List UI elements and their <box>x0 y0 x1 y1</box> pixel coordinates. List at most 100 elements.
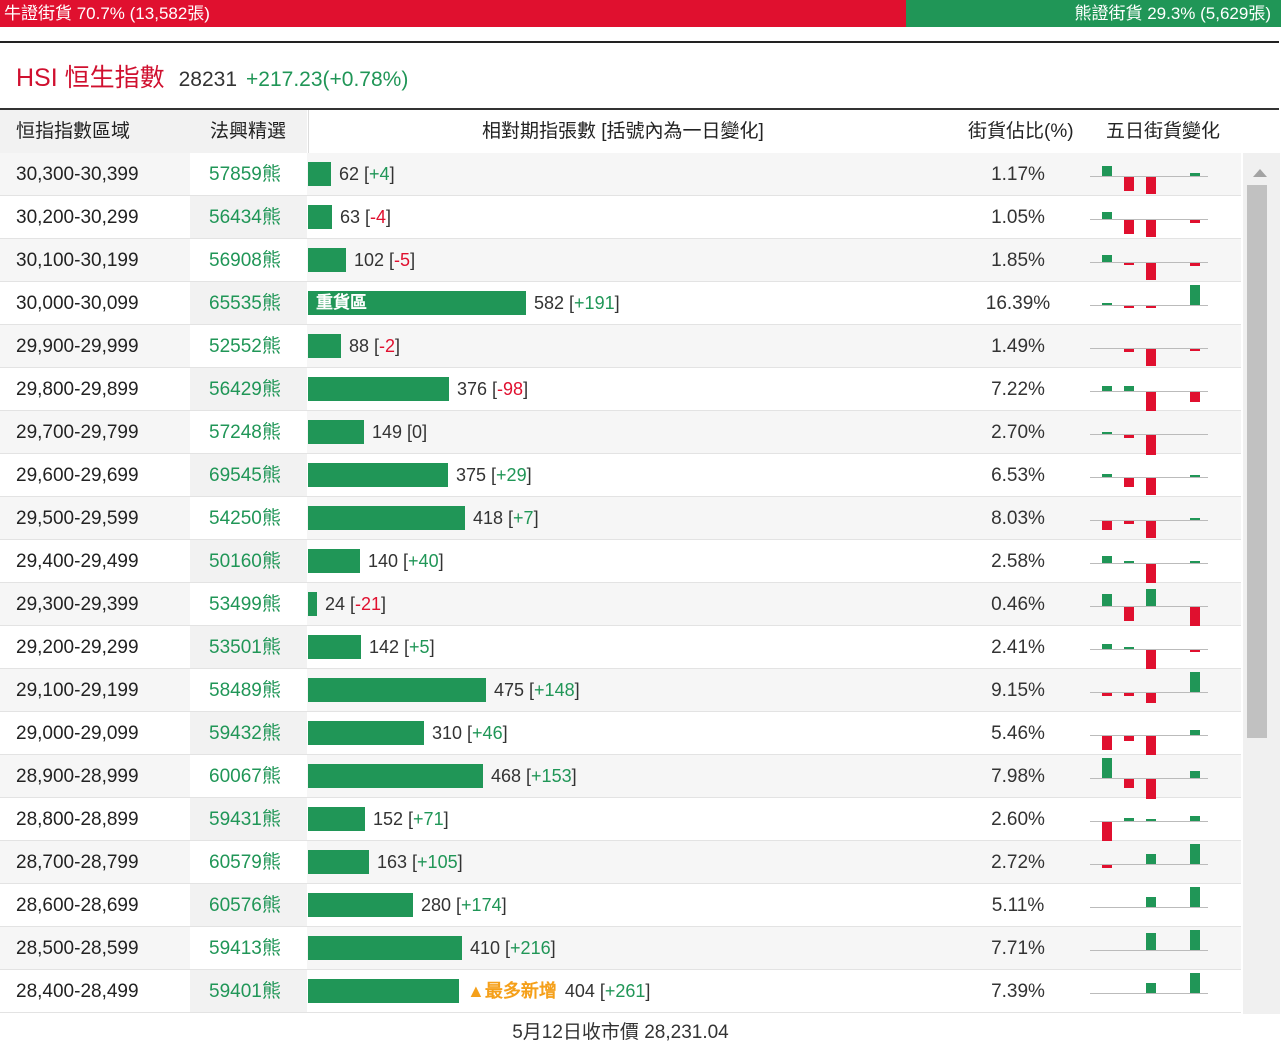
contracts-value-label: 280 [+174] <box>421 895 507 915</box>
contracts-cell: 63 [-4] <box>308 196 968 238</box>
table-row: 30,300-30,399 57859熊 62 [+4] 1.17% <box>0 153 1241 196</box>
warrant-code-link[interactable]: 53501熊 <box>190 626 307 668</box>
sparkline-bar <box>1146 779 1156 800</box>
contracts-cell: 410 [+216] <box>308 927 968 969</box>
range-cell: 29,000-29,099 <box>16 723 139 744</box>
warrant-code-link[interactable]: 60067熊 <box>190 755 307 797</box>
sparkline-bar <box>1190 172 1200 176</box>
daily-change: -5 <box>394 250 411 270</box>
warrant-code-link[interactable]: 53499熊 <box>190 583 307 625</box>
contracts-bar <box>308 334 341 358</box>
daily-change: +148 <box>534 680 575 700</box>
warrant-code-link[interactable]: 57859熊 <box>190 153 307 195</box>
contracts-bar <box>308 807 365 831</box>
contracts-value-label: 152 [+71] <box>373 809 449 829</box>
heavy-zone-label: 重貨區 <box>316 293 367 312</box>
scroll-up-icon[interactable] <box>1253 169 1267 177</box>
warrant-code-link[interactable]: 58489熊 <box>190 669 307 711</box>
share-percent-cell: 2.70% <box>991 422 1045 443</box>
contracts-bar <box>308 721 424 745</box>
sparkline-bar <box>1124 779 1134 788</box>
contracts-bar <box>308 463 448 487</box>
contracts-value-label: 142 [+5] <box>369 637 435 657</box>
contracts-cell: ▲最多新增 404 [+261] <box>308 970 968 1012</box>
contracts-bar <box>308 420 364 444</box>
five-day-sparkline <box>1090 927 1210 969</box>
table-header: 恒指指數區域 法興精選 相對期指張數 [括號內為一日變化] 街貨佔比(%) 五日… <box>0 110 1279 153</box>
warrant-code-link[interactable]: 59432熊 <box>190 712 307 754</box>
sparkline-bar <box>1190 220 1200 224</box>
table-row: 30,000-30,099 65535熊 重貨區 582 [+191] 16.39% <box>0 282 1241 325</box>
warrant-code-link[interactable]: 56434熊 <box>190 196 307 238</box>
sparkline-axis <box>1090 649 1208 650</box>
range-cell: 29,400-29,499 <box>16 551 139 572</box>
warrant-code-link[interactable]: 52552熊 <box>190 325 307 367</box>
sparkline-axis <box>1090 176 1208 177</box>
range-cell: 29,100-29,199 <box>16 680 139 701</box>
index-value: 28231 <box>178 68 238 91</box>
sparkline-bar <box>1190 771 1200 778</box>
five-day-sparkline <box>1090 583 1210 626</box>
warrant-code-link[interactable]: 65535熊 <box>190 282 307 324</box>
five-day-sparkline <box>1090 970 1210 1012</box>
table-row: 28,600-28,699 60576熊 280 [+174] 5.11% <box>0 884 1241 927</box>
sparkline-bar <box>1124 478 1134 487</box>
sparkline-axis <box>1090 434 1208 435</box>
sparkline-bar <box>1102 693 1112 697</box>
sparkline-bar <box>1190 475 1200 477</box>
share-percent-cell: 9.15% <box>991 680 1045 701</box>
five-day-sparkline <box>1090 239 1210 281</box>
warrant-code-link[interactable]: 56429熊 <box>190 368 307 410</box>
sparkline-bar <box>1124 349 1134 353</box>
five-day-sparkline <box>1090 841 1210 883</box>
sparkline-axis <box>1090 993 1208 994</box>
sparkline-bar <box>1102 521 1112 530</box>
contracts-bar <box>308 506 465 530</box>
sparkline-bar <box>1190 886 1200 907</box>
contracts-value-label: 376 [-98] <box>457 379 529 399</box>
warrant-code-link[interactable]: 54250熊 <box>190 497 307 539</box>
warrant-code-link[interactable]: 69545熊 <box>190 454 307 496</box>
sparkline-bar <box>1102 303 1112 305</box>
table-row: 28,800-28,899 59431熊 152 [+71] 2.60% <box>0 798 1241 843</box>
sparkline-axis <box>1090 391 1208 392</box>
range-cell: 30,300-30,399 <box>16 164 139 185</box>
bear-ratio-segment: 熊證街貨 29.3% (5,629張) <box>905 0 1281 27</box>
warrant-code-link[interactable]: 59431熊 <box>190 798 307 840</box>
sparkline-axis <box>1090 262 1208 263</box>
bull-bear-ratio-bar: 牛證街貨 70.7% (13,582張) 熊證街貨 29.3% (5,629張) <box>0 0 1281 27</box>
warrant-code-link[interactable]: 57248熊 <box>190 411 307 453</box>
warrant-code-link[interactable]: 60579熊 <box>190 841 307 883</box>
index-change: +217.23(+0.78%) <box>246 68 409 91</box>
daily-change: +29 <box>496 465 527 485</box>
sparkline-bar <box>1190 815 1200 821</box>
table-row: 29,900-29,999 52552熊 88 [-2] 1.49% <box>0 325 1241 368</box>
contracts-bar <box>308 592 317 616</box>
sparkline-bar <box>1102 822 1112 843</box>
warrant-code-link[interactable]: 60576熊 <box>190 884 307 926</box>
contracts-bar: 重貨區 <box>308 291 526 315</box>
contracts-cell: 149 [0] <box>308 411 968 453</box>
bear-distribution-table: 30,300-30,399 57859熊 62 [+4] 1.17% 30,200-30… <box>0 153 1241 1014</box>
sparkline-bar <box>1124 736 1134 742</box>
range-cell: 28,400-28,499 <box>16 981 139 1002</box>
warrant-code-link[interactable]: 50160熊 <box>190 540 307 582</box>
share-percent-cell: 6.53% <box>991 465 1045 486</box>
sparkline-bar <box>1102 865 1112 869</box>
sparkline-bar <box>1146 521 1156 538</box>
sparkline-bar <box>1102 556 1112 563</box>
sparkline-bar <box>1146 263 1156 280</box>
range-cell: 28,700-28,799 <box>16 852 139 873</box>
contracts-value-label: 582 [+191] <box>534 293 620 313</box>
five-day-sparkline <box>1090 669 1210 711</box>
table-scrollbar[interactable] <box>1243 153 1280 1014</box>
sparkline-bar <box>1146 736 1156 757</box>
warrant-code-link[interactable]: 56908熊 <box>190 239 307 281</box>
five-day-sparkline <box>1090 411 1210 456</box>
scroll-thumb[interactable] <box>1247 185 1267 738</box>
warrant-code-link[interactable]: 59401熊 <box>190 970 307 1012</box>
table-row: 30,200-30,299 56434熊 63 [-4] 1.05% <box>0 196 1241 239</box>
table-row: 30,100-30,199 56908熊 102 [-5] 1.85% <box>0 239 1241 282</box>
warrant-code-link[interactable]: 59413熊 <box>190 927 307 969</box>
share-percent-cell: 16.39% <box>985 293 1051 314</box>
